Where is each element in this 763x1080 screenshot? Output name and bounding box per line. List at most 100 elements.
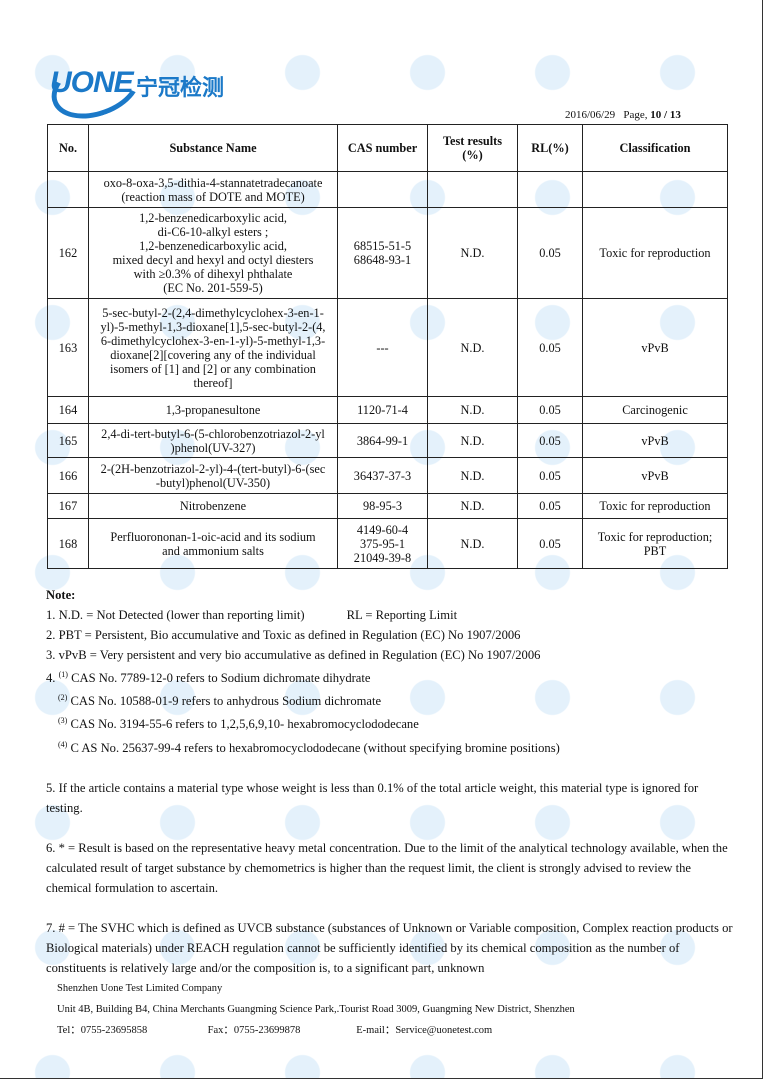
cell-result: N.D. bbox=[427, 396, 518, 424]
cell-cas: 1120-71-4 bbox=[337, 396, 428, 424]
cell-rl: 0.05 bbox=[517, 207, 583, 299]
report-date: 2016/06/29 bbox=[565, 109, 616, 121]
table-row: 168 Perfluorononan-1-oic-acid and its sod… bbox=[47, 518, 728, 569]
cell-name: Perfluorononan-1-oic-acid and its sodium… bbox=[88, 518, 338, 569]
cell-no: 167 bbox=[47, 493, 89, 519]
note-text: CAS No. 10588-01-9 refers to anhydrous S… bbox=[70, 694, 382, 709]
cell-class: Toxic for reproduction; PBT bbox=[582, 518, 728, 569]
footer-company: Shenzhen Uone Test Limited Company bbox=[57, 983, 223, 994]
logo-text: UONE bbox=[50, 66, 134, 99]
cell-name: Nitrobenzene bbox=[88, 493, 338, 519]
cell-cas: --- bbox=[337, 298, 428, 397]
cell-result: N.D. bbox=[427, 423, 518, 458]
table-row: 163 5-sec-butyl-2-(2,4-dimethylcyclohex-3… bbox=[47, 298, 728, 397]
note-4-1: 4. (1) CAS No. 7789-12-0 refers to Sodiu… bbox=[46, 665, 736, 688]
notes-section: Note: 1. N.D. = Not Detected (lower than… bbox=[46, 585, 736, 978]
notes-title: Note: bbox=[46, 588, 76, 602]
note-4-4: (4) C AS No. 25637-99-4 refers to hexabr… bbox=[46, 735, 736, 758]
cell-class: Carcinogenic bbox=[582, 396, 728, 424]
page-number: 10 / 13 bbox=[650, 109, 681, 121]
cell-rl bbox=[517, 171, 583, 208]
table-row: 164 1,3-propanesultone 1120-71-4 N.D. 0.05 Ca… bbox=[47, 396, 728, 424]
cell-class bbox=[582, 171, 728, 208]
footer-tel: Tel：0755-23695858 bbox=[57, 1025, 148, 1036]
table-header-row: No. Substance Name CAS number Test resul… bbox=[47, 124, 728, 172]
note-text: C AS No. 25637-99-4 refers to hexabromoc… bbox=[70, 740, 560, 755]
footnote-marker: (1) bbox=[58, 670, 68, 679]
footer-email: E-mail：Service@uonetest.com bbox=[356, 1025, 493, 1036]
note-6: 6. * = Result is based on the representa… bbox=[46, 840, 728, 895]
cell-no: 165 bbox=[47, 423, 89, 458]
cell-name: oxo-8-oxa-3,5-dithia-4-stannatetradecano… bbox=[88, 171, 338, 208]
table-row: 162 1,2-benzenedicarboxylic acid, di-C6-1… bbox=[47, 207, 728, 299]
col-substance-name: Substance Name bbox=[88, 124, 338, 172]
note-1a: 1. N.D. = Not Detected (lower than repor… bbox=[46, 608, 305, 622]
cell-class: vPvB bbox=[582, 457, 728, 494]
cell-result bbox=[427, 171, 518, 208]
cell-result: N.D. bbox=[427, 518, 518, 569]
cell-cas: 36437-37-3 bbox=[337, 457, 428, 494]
cell-cas: 68515-51-5 68648-93-1 bbox=[337, 207, 428, 299]
cell-rl: 0.05 bbox=[517, 457, 583, 494]
note-text: CAS No. 7789-12-0 refers to Sodium dichr… bbox=[71, 671, 371, 686]
footnote-marker: (3) bbox=[58, 716, 68, 726]
footer: Shenzhen Uone Test Limited Company Unit … bbox=[57, 978, 575, 1041]
col-rl: RL(%) bbox=[517, 124, 583, 172]
cell-result: N.D. bbox=[427, 298, 518, 397]
svhc-results-table: No. Substance Name CAS number Test resul… bbox=[47, 124, 728, 569]
cell-rl: 0.05 bbox=[517, 493, 583, 519]
cell-rl: 0.05 bbox=[517, 423, 583, 458]
cell-result: N.D. bbox=[427, 493, 518, 519]
uone-logo: UONE 宁冠检测 bbox=[42, 44, 228, 130]
page-info: 2016/06/29 Page, 10 / 13 bbox=[565, 109, 681, 121]
note-4-2: (2) CAS No. 10588-01-9 refers to anhydro… bbox=[46, 688, 736, 711]
cell-class: Toxic for reproduction bbox=[582, 493, 728, 519]
cell-name: 1,3-propanesultone bbox=[88, 396, 338, 424]
table-row: 167 Nitrobenzene 98-95-3 N.D. 0.05 Toxic for … bbox=[47, 493, 728, 519]
cell-name: 2-(2H-benzotriazol-2-yl)-4-(tert-butyl)-… bbox=[88, 457, 338, 494]
cell-rl: 0.05 bbox=[517, 396, 583, 424]
note-3: 3. vPvB = Very persistent and very bio a… bbox=[46, 648, 541, 662]
cell-cas: 98-95-3 bbox=[337, 493, 428, 519]
cell-cas bbox=[337, 171, 428, 208]
col-test-results: Test results (%) bbox=[427, 124, 518, 172]
note-5: 5. If the article contains a material ty… bbox=[46, 780, 699, 815]
note-4-3: (3) CAS No. 3194-55-6 refers to 1,2,5,6,… bbox=[46, 711, 736, 734]
cell-name: 5-sec-butyl-2-(2,4-dimethylcyclohex-3-en… bbox=[88, 298, 338, 397]
note-7: 7. # = The SVHC which is defined as UVCB… bbox=[46, 920, 733, 975]
col-cas-number: CAS number bbox=[337, 124, 428, 172]
cell-no: 166 bbox=[47, 457, 89, 494]
cell-class: Toxic for reproduction bbox=[582, 207, 728, 299]
footnote-marker: (4) bbox=[58, 739, 68, 749]
note-1b: RL = Reporting Limit bbox=[346, 608, 458, 622]
cell-class: vPvB bbox=[582, 298, 728, 397]
cell-rl: 0.05 bbox=[517, 518, 583, 569]
cell-rl: 0.05 bbox=[517, 298, 583, 397]
note-4-prefix: 4. bbox=[46, 671, 56, 686]
cell-result: N.D. bbox=[427, 207, 518, 299]
cell-class: vPvB bbox=[582, 423, 728, 458]
table-row: 165 2,4-di-tert-butyl-6-(5-chlorobenzotri… bbox=[47, 423, 728, 458]
table-row: oxo-8-oxa-3,5-dithia-4-stannatetradecano… bbox=[47, 171, 728, 208]
note-2: 2. PBT = Persistent, Bio accumulative an… bbox=[46, 628, 521, 642]
cell-cas: 4149-60-4 375-95-1 21049-39-8 bbox=[337, 518, 428, 569]
footnote-marker: (2) bbox=[58, 693, 68, 703]
cell-name: 1,2-benzenedicarboxylic acid, di-C6-10-a… bbox=[88, 207, 338, 299]
cell-no bbox=[47, 171, 89, 208]
col-no: No. bbox=[47, 124, 89, 172]
cell-cas: 3864-99-1 bbox=[337, 423, 428, 458]
cell-no: 164 bbox=[47, 396, 89, 424]
cell-name: 2,4-di-tert-butyl-6-(5-chlorobenzotriazo… bbox=[88, 423, 338, 458]
cell-result: N.D. bbox=[427, 457, 518, 494]
cell-no: 162 bbox=[47, 207, 89, 299]
cell-no: 168 bbox=[47, 518, 89, 569]
cell-no: 163 bbox=[47, 298, 89, 397]
col-classification: Classification bbox=[582, 124, 728, 172]
table-row: 166 2-(2H-benzotriazol-2-yl)-4-(tert-buty… bbox=[47, 457, 728, 494]
note-text: CAS No. 3194-55-6 refers to 1,2,5,6,9,10… bbox=[70, 717, 419, 732]
footer-address: Unit 4B, Building B4, China Merchants Gu… bbox=[57, 1004, 575, 1015]
page-label: Page, bbox=[623, 109, 648, 121]
logo-cn-text: 宁冠检测 bbox=[136, 76, 225, 101]
footer-fax: Fax：0755-23699878 bbox=[207, 1025, 301, 1036]
